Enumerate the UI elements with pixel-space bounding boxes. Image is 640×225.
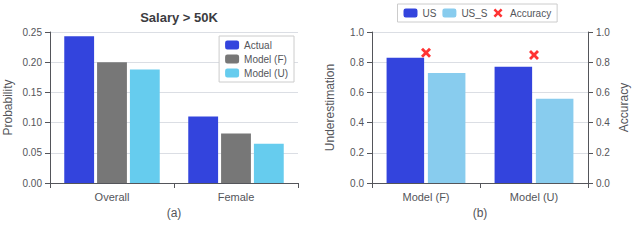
- svg-text:Underestimation: Underestimation: [323, 64, 337, 151]
- svg-text:0.6: 0.6: [350, 87, 364, 98]
- svg-text:0.10: 0.10: [23, 117, 43, 128]
- svg-text:0.25: 0.25: [23, 27, 43, 38]
- svg-text:1.0: 1.0: [596, 27, 610, 38]
- svg-text:0.4: 0.4: [350, 117, 364, 128]
- svg-text:0.05: 0.05: [23, 147, 43, 158]
- svg-text:(a): (a): [167, 206, 182, 220]
- svg-text:0.20: 0.20: [23, 57, 43, 68]
- svg-text:0.0: 0.0: [350, 178, 364, 189]
- svg-text:0.8: 0.8: [596, 57, 610, 68]
- svg-text:Model (F): Model (F): [244, 54, 287, 65]
- svg-text:Salary > 50K: Salary > 50K: [140, 10, 218, 25]
- svg-text:0.15: 0.15: [23, 87, 43, 98]
- svg-text:0.0: 0.0: [596, 178, 610, 189]
- svg-text:1.0: 1.0: [350, 27, 364, 38]
- svg-text:0.6: 0.6: [596, 87, 610, 98]
- svg-text:(b): (b): [473, 206, 488, 220]
- svg-text:0.4: 0.4: [596, 117, 610, 128]
- svg-text:Model (U): Model (U): [244, 68, 288, 79]
- svg-text:Model (F): Model (F): [402, 191, 449, 203]
- svg-text:Model (U): Model (U): [510, 191, 558, 203]
- svg-text:0.00: 0.00: [23, 178, 43, 189]
- svg-text:US_S: US_S: [461, 8, 487, 19]
- svg-text:0.8: 0.8: [350, 57, 364, 68]
- svg-text:Accuracy: Accuracy: [510, 8, 551, 19]
- svg-text:US: US: [423, 8, 437, 19]
- svg-text:Actual: Actual: [244, 40, 272, 51]
- svg-text:Overall: Overall: [95, 191, 130, 203]
- svg-text:Female: Female: [218, 191, 255, 203]
- svg-text:Probability: Probability: [1, 79, 15, 135]
- svg-text:0.2: 0.2: [596, 147, 610, 158]
- svg-text:Accuracy: Accuracy: [617, 83, 631, 132]
- svg-text:0.2: 0.2: [350, 147, 364, 158]
